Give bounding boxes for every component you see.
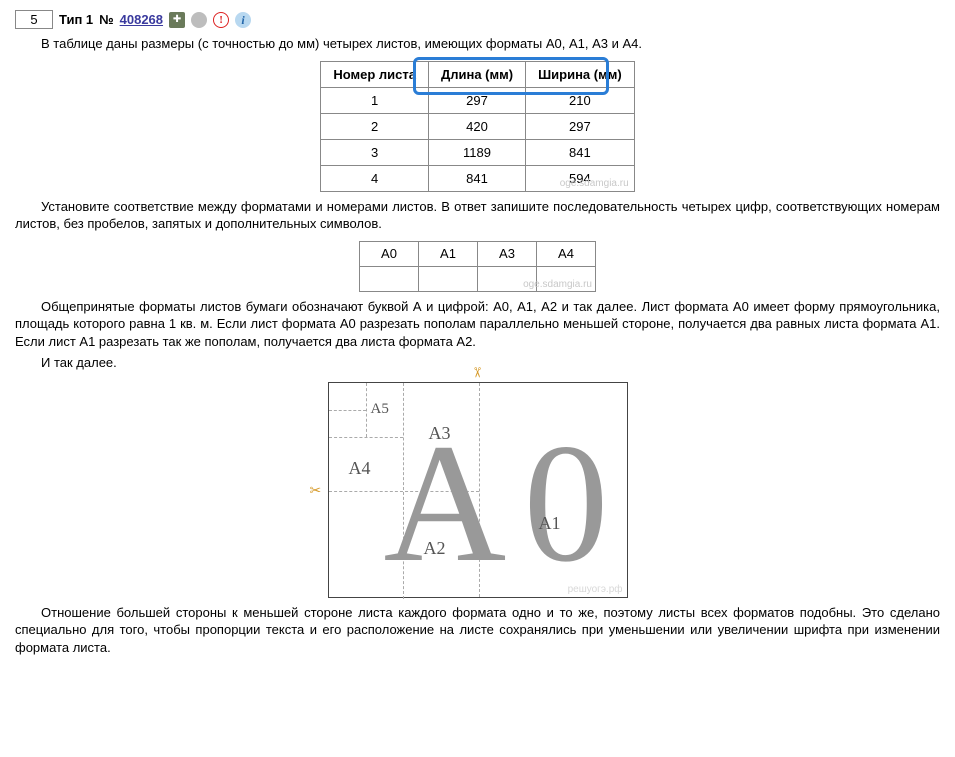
number-sign: № — [99, 12, 114, 27]
paper-diagram: A 0 A1 A2 A3 A4 A5 решуогэ.рф — [328, 382, 628, 598]
answer-header: А1 — [419, 241, 478, 266]
table-row: 1297210 — [321, 87, 634, 113]
table-row: 31189841 — [321, 139, 634, 165]
task-id-link[interactable]: 408268 — [120, 12, 163, 27]
task-type-label: Тип 1 — [59, 12, 93, 27]
label-a4: A4 — [349, 458, 371, 479]
table-row: 2420297 — [321, 113, 634, 139]
circle-icon[interactable] — [191, 12, 207, 28]
table-row: 4841594 — [321, 165, 634, 191]
answer-header: А3 — [478, 241, 537, 266]
diagram-container: A 0 A1 A2 A3 A4 A5 решуогэ.рф ✂ ✂ — [15, 382, 940, 598]
formats-paragraph: Общепринятые форматы листов бумаги обозн… — [15, 298, 940, 351]
answer-header: А0 — [360, 241, 419, 266]
ratio-paragraph: Отношение большей стороны к меньшей стор… — [15, 604, 940, 657]
diagram-watermark: решуогэ.рф — [568, 584, 623, 595]
folder-icon[interactable]: ✚ — [169, 12, 185, 28]
info-icon[interactable]: i — [235, 12, 251, 28]
instruction-paragraph: Установите соответствие между форматами … — [15, 198, 940, 233]
answer-cell[interactable] — [360, 266, 419, 291]
scissors-icon: ✂ — [468, 366, 485, 378]
warning-icon[interactable]: ! — [213, 12, 229, 28]
task-number-box: 5 — [15, 10, 53, 29]
big-digit-0: 0 — [524, 418, 609, 588]
label-a1: A1 — [539, 513, 561, 534]
answer-cell[interactable] — [419, 266, 478, 291]
label-a5: A5 — [371, 401, 389, 418]
label-a2: A2 — [424, 538, 446, 559]
label-a3: A3 — [429, 423, 451, 444]
answer-table-container: А0 А1 А3 А4 oge.sdamgia.ru — [15, 241, 940, 292]
answer-header: А4 — [537, 241, 596, 266]
th-number: Номер листа — [321, 61, 429, 87]
dimensions-table: Номер листа Длина (мм) Ширина (мм) 12972… — [320, 61, 634, 192]
answer-table: А0 А1 А3 А4 — [359, 241, 596, 292]
task-header: 5 Тип 1 № 408268 ✚ ! i — [15, 10, 940, 29]
th-width: Ширина (мм) — [526, 61, 635, 87]
answer-cell[interactable] — [537, 266, 596, 291]
answer-cell[interactable] — [478, 266, 537, 291]
th-length: Длина (мм) — [428, 61, 525, 87]
intro-paragraph: В таблице даны размеры (с точностью до м… — [15, 35, 940, 53]
table1-container: Номер листа Длина (мм) Ширина (мм) 12972… — [15, 61, 940, 192]
scissors-icon: ✂ — [310, 482, 322, 499]
